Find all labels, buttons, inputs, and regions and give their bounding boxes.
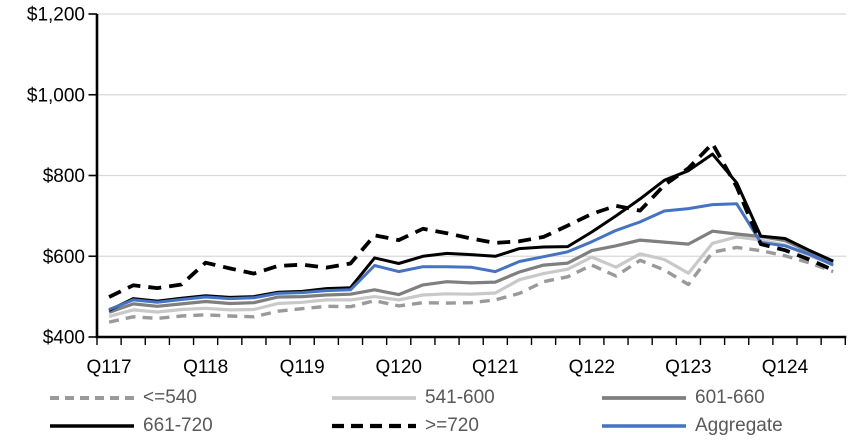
x-tick-label: Q120 <box>375 357 421 378</box>
y-tick-label: $600 <box>43 247 85 268</box>
x-tick-label: Q121 <box>472 357 518 378</box>
x-tick-label: Q118 <box>183 357 228 378</box>
legend-label-661-720: 661-720 <box>143 415 213 436</box>
series-line--540 <box>108 245 834 324</box>
legend-label-le-540: <=540 <box>143 387 197 408</box>
series-line--720 <box>108 141 834 299</box>
legend-label-aggregate: Aggregate <box>695 415 783 436</box>
legend-item-661-720: 661-720 <box>48 414 213 438</box>
plot-area: $400 $600 $800 $1,000 $1,200 Q117 Q118 Q119 Q120… <box>27 5 847 378</box>
legend-swatch-ge-720-line <box>332 423 416 429</box>
legend-swatch-601-660-line <box>602 396 686 400</box>
x-tick-label: Q123 <box>665 357 711 378</box>
series-line-601-660 <box>108 229 834 314</box>
y-tick-label: $800 <box>43 166 85 187</box>
series-line-aggregate <box>108 202 834 311</box>
x-tick-label: Q119 <box>280 357 325 378</box>
x-tick-label: Q117 <box>87 357 132 378</box>
legend-swatch-le-540-line <box>50 396 134 400</box>
y-tick-label: $1,000 <box>27 85 85 106</box>
legend-label-541-600: 541-600 <box>425 387 495 408</box>
legend-label-601-660: 601-660 <box>695 387 765 408</box>
legend-item-le-540: <=540 <box>48 386 197 410</box>
series-line-541-600 <box>108 235 834 318</box>
x-tick-label: Q122 <box>569 357 615 378</box>
y-tick-label: $1,200 <box>27 5 85 26</box>
legend-item-aggregate: Aggregate <box>600 414 783 438</box>
legend-item-601-660: 601-660 <box>600 386 765 410</box>
legend-swatch-aggregate-line <box>602 424 686 428</box>
legend-item-ge-720: >=720 <box>330 414 479 438</box>
legend-label-ge-720: >=720 <box>425 415 479 436</box>
legend-swatch-661-720-line <box>50 424 134 428</box>
legend-item-541-600: 541-600 <box>330 386 495 410</box>
legend-swatch-541-600-line <box>332 396 416 400</box>
x-tick-label: Q124 <box>762 357 809 378</box>
y-tick-label: $400 <box>43 328 85 349</box>
